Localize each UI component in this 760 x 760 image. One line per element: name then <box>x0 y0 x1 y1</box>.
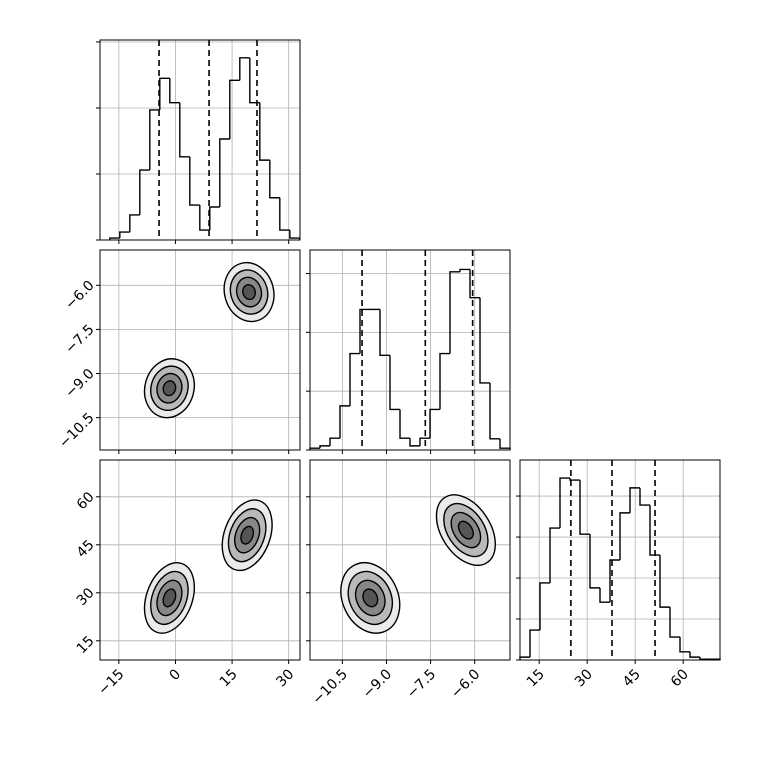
panel-frame <box>309 249 511 451</box>
histogram-step <box>569 478 580 481</box>
x-tick-label: 30 <box>572 666 596 690</box>
density-contour <box>240 525 255 545</box>
histogram-step <box>349 352 360 406</box>
histogram-step <box>249 57 260 104</box>
histogram-step <box>139 169 150 215</box>
histogram-step <box>169 78 180 104</box>
panel-frame <box>309 459 511 661</box>
histogram-step <box>109 237 120 240</box>
histogram-step <box>669 607 680 638</box>
histogram-step <box>549 527 560 583</box>
panel-frame <box>99 39 301 241</box>
histogram-step <box>679 637 690 653</box>
histogram-step <box>219 138 230 207</box>
histogram-step <box>199 205 210 231</box>
x-tick-label: −10.5 <box>309 666 351 708</box>
y-tick-label: −9.0 <box>62 366 97 401</box>
histogram-step <box>339 405 350 439</box>
histogram-step <box>289 230 301 240</box>
density-contour <box>162 588 177 608</box>
histogram-step <box>699 657 710 660</box>
histogram-step <box>329 437 340 446</box>
x-tick-label: 45 <box>620 666 644 690</box>
histogram-step <box>599 587 610 603</box>
histogram-step <box>319 445 330 449</box>
histogram-step <box>689 651 700 658</box>
histogram-step <box>379 309 390 356</box>
y-tick-label: −6.0 <box>62 278 97 313</box>
histogram-step <box>629 487 640 513</box>
histogram-step <box>539 582 550 631</box>
histogram-step <box>639 487 650 506</box>
histogram-step <box>239 57 250 81</box>
histogram-step <box>579 480 590 535</box>
histogram-step <box>159 77 170 110</box>
histogram-step <box>559 477 570 529</box>
histogram-step <box>659 555 670 608</box>
x-tick-label: 30 <box>273 666 297 690</box>
x-tick-label: 0 <box>167 666 185 684</box>
histogram-step <box>179 102 190 158</box>
histogram-step <box>229 79 240 140</box>
y-tick-label: −7.5 <box>62 322 97 357</box>
histogram-step <box>419 437 430 446</box>
histogram-step <box>189 156 200 206</box>
histogram-step <box>359 308 370 354</box>
histogram-step <box>389 355 400 411</box>
histogram-step <box>649 505 660 556</box>
histogram-step <box>119 231 130 239</box>
y-tick-label: 60 <box>74 489 98 513</box>
histogram-step <box>489 382 500 440</box>
density-contour <box>457 520 474 540</box>
histogram-step <box>619 512 630 560</box>
histogram-step <box>449 271 460 354</box>
x-tick-label: −7.5 <box>404 666 439 701</box>
histogram-step <box>209 206 220 231</box>
panel-frame <box>519 459 721 661</box>
y-tick-label: 45 <box>74 537 98 561</box>
histogram-step <box>609 559 620 603</box>
histogram-step <box>129 214 140 233</box>
histogram-step <box>459 268 470 272</box>
y-tick-label: 30 <box>74 585 98 609</box>
histogram-step <box>269 160 280 199</box>
y-tick-label: −10.5 <box>56 410 98 452</box>
histogram-step <box>499 438 511 450</box>
x-tick-label: 15 <box>217 666 241 690</box>
density-contour <box>242 284 256 301</box>
density-contour <box>162 380 177 397</box>
x-tick-label: −15 <box>95 666 127 698</box>
histogram-step <box>409 438 420 447</box>
histogram-step <box>279 197 290 231</box>
histogram-step <box>589 534 600 589</box>
histogram-step <box>149 109 160 171</box>
y-tick-label: 15 <box>74 633 98 657</box>
x-tick-label: 60 <box>668 666 692 690</box>
histogram-step <box>259 102 270 161</box>
panel-frame <box>99 249 301 451</box>
x-tick-label: −6.0 <box>448 666 483 701</box>
panel-frame <box>99 459 301 661</box>
density-contour <box>362 588 379 608</box>
histogram-step <box>429 408 440 439</box>
histogram-step <box>399 409 410 439</box>
histogram-step <box>469 269 480 299</box>
histogram-step <box>529 629 540 658</box>
histogram-step <box>479 297 490 384</box>
x-tick-label: 15 <box>524 666 548 690</box>
x-tick-label: −9.0 <box>360 666 395 701</box>
histogram-step <box>439 352 450 410</box>
